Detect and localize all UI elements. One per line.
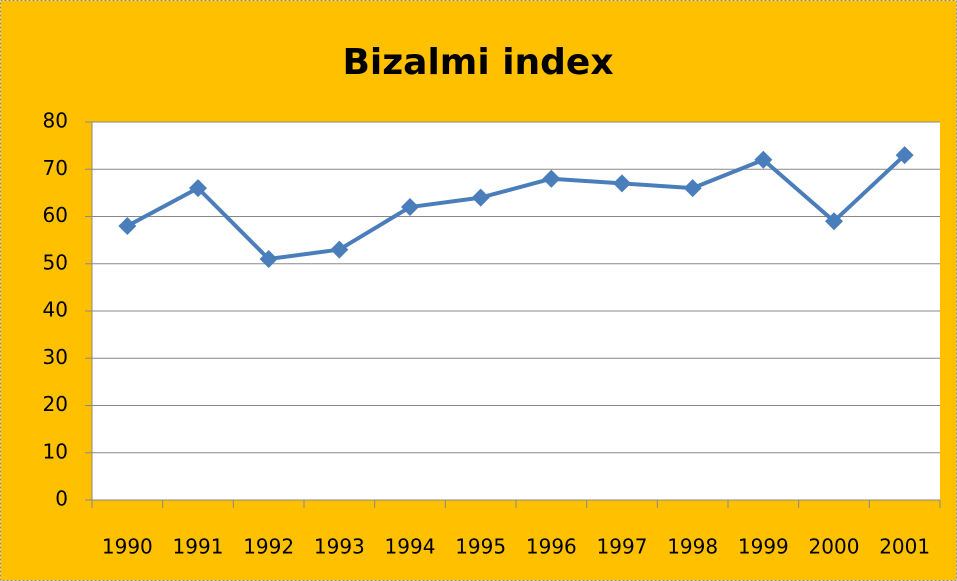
data-marker <box>259 250 278 269</box>
x-tick-label: 1992 <box>243 535 294 559</box>
x-tick-label: 1998 <box>667 535 718 559</box>
data-marker <box>189 179 207 198</box>
data-marker <box>825 212 843 231</box>
y-tick-label: 20 <box>43 392 68 416</box>
data-marker <box>683 179 702 198</box>
y-tick-label: 0 <box>55 487 68 511</box>
y-tick-label: 10 <box>43 439 68 463</box>
x-tick-label: 1996 <box>526 535 577 559</box>
y-tick-label: 80 <box>43 109 68 133</box>
data-marker <box>330 240 349 259</box>
data-marker <box>471 188 490 207</box>
data-marker <box>613 174 631 193</box>
data-marker <box>401 198 419 217</box>
data-marker <box>895 146 914 165</box>
data-marker <box>118 216 137 235</box>
y-tick-label: 60 <box>43 203 68 227</box>
x-tick-label: 1994 <box>385 535 436 559</box>
y-tick-label: 50 <box>43 250 68 274</box>
x-tick-label: 1993 <box>314 535 365 559</box>
x-tick-label: 2001 <box>879 535 930 559</box>
data-marker <box>754 150 773 169</box>
x-tick-label: 1991 <box>173 535 224 559</box>
y-tick-label: 30 <box>43 345 68 369</box>
y-tick-label: 40 <box>43 298 68 322</box>
data-line <box>126 153 907 262</box>
x-tick-label: 1995 <box>455 535 506 559</box>
chart-title: Bizalmi index <box>342 42 613 83</box>
x-tick-label: 1997 <box>597 535 648 559</box>
x-tick-label: 1999 <box>738 535 789 559</box>
x-tick-label: 1990 <box>102 535 153 559</box>
data-marker <box>542 169 561 188</box>
x-tick-label: 2000 <box>809 535 860 559</box>
y-tick-label: 70 <box>43 156 68 180</box>
